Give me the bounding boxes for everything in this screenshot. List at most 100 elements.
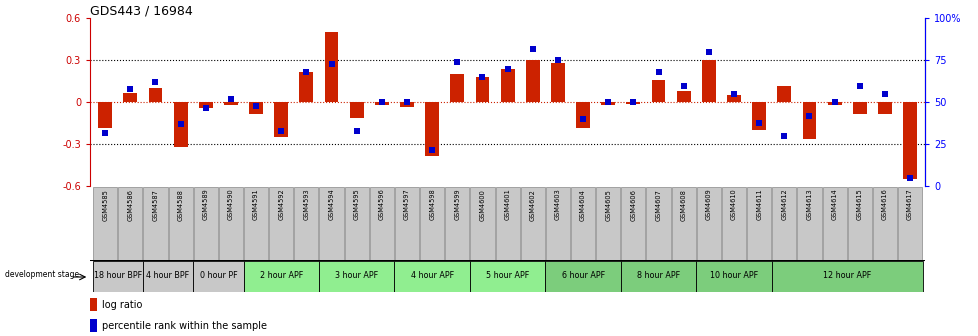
Text: GSM4592: GSM4592 [278,189,284,220]
Bar [676,91,689,102]
FancyBboxPatch shape [696,187,720,260]
Point [499,66,514,72]
Text: GSM4599: GSM4599 [454,189,460,220]
Text: GSM4598: GSM4598 [428,189,434,220]
Point [198,105,213,110]
Text: GSM4614: GSM4614 [830,189,837,220]
FancyBboxPatch shape [695,261,771,292]
Point [248,103,264,109]
Text: GSM4591: GSM4591 [253,189,259,220]
Point [876,91,892,97]
FancyBboxPatch shape [370,187,393,260]
Text: GSM4590: GSM4590 [228,189,234,220]
Bar [349,102,363,118]
FancyBboxPatch shape [194,187,218,260]
Text: GSM4596: GSM4596 [378,189,384,220]
Point [324,61,339,67]
FancyBboxPatch shape [796,187,821,260]
Bar [90,320,98,332]
Point [851,83,867,88]
Text: GSM4600: GSM4600 [479,189,485,220]
Bar [826,102,841,105]
Bar [802,102,816,139]
FancyBboxPatch shape [445,187,468,260]
Text: 0 hour PF: 0 hour PF [200,271,237,280]
Text: GSM4585: GSM4585 [102,189,108,220]
Bar [576,102,590,128]
Bar [903,102,916,179]
Bar [525,60,539,102]
Bar [375,102,388,105]
Text: 4 hour BPF: 4 hour BPF [147,271,190,280]
FancyBboxPatch shape [545,261,620,292]
Bar [173,102,188,147]
Point [575,117,591,122]
Bar [325,33,338,102]
FancyBboxPatch shape [344,187,369,260]
Point [223,96,239,102]
Text: GSM4586: GSM4586 [127,189,133,220]
Text: GSM4605: GSM4605 [604,189,610,220]
FancyBboxPatch shape [244,261,319,292]
FancyBboxPatch shape [394,261,469,292]
Text: percentile rank within the sample: percentile rank within the sample [102,321,266,331]
Text: GSM4588: GSM4588 [177,189,184,220]
Bar [274,102,288,137]
Text: GSM4603: GSM4603 [555,189,560,220]
Bar [299,72,313,102]
Text: development stage: development stage [5,270,78,279]
Text: 8 hour APF: 8 hour APF [637,271,680,280]
Bar [877,102,891,114]
Point [625,100,641,105]
Text: GSM4611: GSM4611 [755,189,761,220]
FancyBboxPatch shape [872,187,896,260]
Text: GSM4615: GSM4615 [856,189,862,220]
FancyBboxPatch shape [143,261,193,292]
FancyBboxPatch shape [219,187,243,260]
Text: GSM4613: GSM4613 [806,189,812,220]
Point [776,133,791,139]
Text: 18 hour BPF: 18 hour BPF [94,271,142,280]
FancyBboxPatch shape [118,187,142,260]
FancyBboxPatch shape [143,187,167,260]
FancyBboxPatch shape [546,187,569,260]
FancyBboxPatch shape [319,261,394,292]
Bar [651,80,665,102]
Point [726,91,741,97]
Text: GDS443 / 16984: GDS443 / 16984 [90,4,193,17]
FancyBboxPatch shape [244,187,268,260]
Point [423,147,439,152]
Text: GSM4612: GSM4612 [780,189,786,220]
FancyBboxPatch shape [822,187,846,260]
Bar [626,102,640,104]
Text: GSM4601: GSM4601 [504,189,511,220]
Text: 10 hour APF: 10 hour APF [709,271,757,280]
Point [148,80,163,85]
Point [273,128,289,134]
FancyBboxPatch shape [319,187,343,260]
Text: GSM4606: GSM4606 [630,189,636,220]
Point [298,70,314,75]
FancyBboxPatch shape [772,187,795,260]
Text: GSM4604: GSM4604 [580,189,586,220]
Point [122,86,138,92]
Text: GSM4587: GSM4587 [153,189,158,220]
FancyBboxPatch shape [520,187,545,260]
Bar [600,102,614,105]
Text: 4 hour APF: 4 hour APF [410,271,453,280]
Text: 2 hour APF: 2 hour APF [259,271,302,280]
Bar [123,93,137,102]
Point [172,122,188,127]
Bar [424,102,438,156]
Point [826,100,842,105]
Point [449,59,465,65]
Bar [727,95,740,102]
FancyBboxPatch shape [596,187,620,260]
Point [700,49,716,55]
Point [675,83,690,88]
Text: log ratio: log ratio [102,300,142,309]
Bar [500,69,514,102]
Text: GSM4610: GSM4610 [731,189,736,220]
Bar [199,102,212,108]
FancyBboxPatch shape [294,187,318,260]
